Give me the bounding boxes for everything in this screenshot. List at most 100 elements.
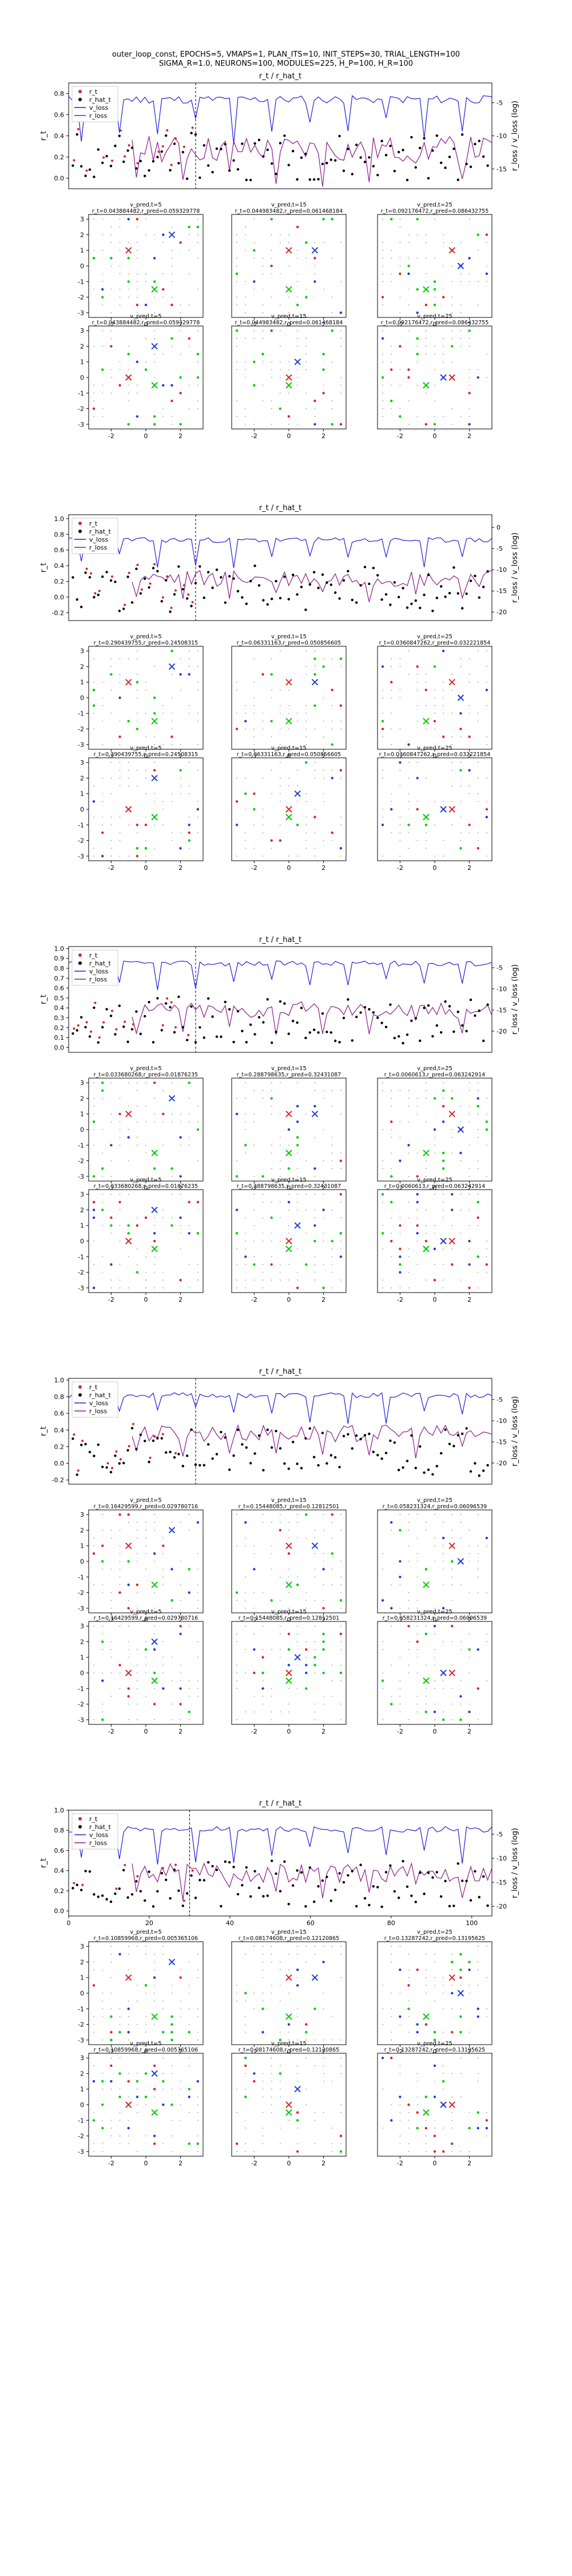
grid-dot (434, 689, 435, 691)
grid-dot (279, 2081, 281, 2082)
r-hat-point (292, 149, 295, 153)
grid-dot (468, 1194, 470, 1195)
grid-dot (305, 1263, 308, 1266)
grid-dot (399, 2024, 401, 2025)
r-hat-point (245, 1446, 248, 1449)
grid-dot (390, 1200, 393, 1204)
grid-dot (468, 218, 470, 220)
r-hat-point (271, 1859, 273, 1862)
grid-dot (287, 1664, 291, 1667)
grid-dot (459, 728, 462, 730)
position-marker (457, 694, 464, 701)
grid-dot (136, 384, 138, 386)
grid-dot (390, 1521, 393, 1524)
grid-dot (92, 1286, 96, 1290)
r-hat-point (321, 162, 324, 165)
y-tick-label: 0.2 (54, 154, 65, 161)
grid-dot (236, 1600, 237, 1601)
grid-dot (305, 1113, 307, 1115)
grid-dot (425, 1233, 427, 1234)
grid-dot (162, 1112, 165, 1115)
r-hat-point (486, 1003, 489, 1006)
grid-dot (127, 1695, 130, 1698)
x-tick-label: 0 (67, 1919, 71, 1927)
grid-dot (399, 1159, 402, 1162)
r-hat-point (241, 1029, 244, 1032)
grid-dot (236, 257, 237, 259)
grid-dot (443, 2032, 444, 2033)
grid-dot (399, 824, 401, 826)
grid-dot (145, 713, 146, 714)
grid-dot (468, 1286, 471, 1290)
grid-dot (451, 408, 453, 410)
grid-dot (162, 2057, 164, 2059)
r-hat-point (304, 1437, 307, 1440)
grid-dot (279, 785, 281, 786)
grid-dot (171, 721, 173, 722)
grid-dot (323, 769, 324, 771)
r-hat-point (380, 140, 383, 142)
r-hat-point (253, 142, 256, 145)
grid-dot (145, 793, 146, 794)
subplot-title: r_t=0.290439755,r_pred=0.24508315 (94, 752, 198, 758)
r-hat-point (296, 1462, 299, 1465)
chart-title: r_t / r_hat_t (259, 504, 301, 512)
grid-dot (287, 1552, 291, 1555)
grid-dot (391, 345, 392, 347)
grid-dot (197, 1121, 198, 1123)
grid-dot (145, 816, 146, 818)
grid-dot (339, 1599, 343, 1602)
r-hat-point (372, 566, 375, 570)
grid-dot (434, 353, 435, 355)
grid-dot (486, 736, 487, 738)
grid-y-tick-label: 3 (80, 1943, 84, 1950)
grid-dot (425, 1225, 427, 1226)
grid-dot (391, 257, 392, 259)
grid-x-tick-label: 2 (178, 2048, 182, 2056)
grid-dot (297, 1946, 299, 1947)
grid-dot (340, 2143, 341, 2145)
position-marker (151, 2070, 158, 2077)
grid-dot (323, 1553, 324, 1555)
grid-dot (102, 2073, 104, 2074)
r-hat-point (122, 1025, 125, 1028)
grid-dot (188, 839, 190, 842)
grid-dot (128, 777, 129, 779)
grid-dot (128, 785, 129, 786)
grid-dot (331, 423, 333, 426)
r-hat-point (160, 150, 163, 153)
grid-dot (102, 721, 104, 722)
grid-dot (153, 769, 156, 772)
grid-dot (399, 1584, 401, 1585)
position-marker (423, 381, 430, 389)
grid-dot (451, 312, 453, 313)
grid-dot (451, 1560, 454, 1563)
grid-dot (390, 1239, 393, 1243)
legend-label: r_t (89, 1815, 98, 1823)
grid-dot (271, 2104, 272, 2105)
grid-dot (382, 281, 383, 283)
grid-dot (279, 1529, 282, 1532)
grid-dot (340, 1607, 341, 1609)
grid-dot (253, 330, 255, 332)
grid-dot (154, 848, 156, 849)
position-marker (151, 1245, 158, 1253)
grid-dot (468, 793, 470, 794)
grid-dot (297, 1576, 299, 1578)
grid-dot (451, 1090, 453, 1091)
r-hat-point (101, 1465, 104, 1469)
r-hat-point (384, 593, 388, 596)
r-hat-point (262, 1895, 265, 1898)
grid-dot (433, 2038, 436, 2042)
grid-dot (305, 705, 307, 706)
grid-dot (477, 2057, 479, 2059)
grid-dot (253, 1553, 255, 1555)
grid-dot (262, 1271, 264, 1273)
r-hat-point (249, 178, 252, 181)
r-t-point (73, 1882, 76, 1885)
grid-dot (451, 1263, 454, 1266)
grid-y-tick-label: 0 (80, 1238, 84, 1245)
r-hat-point (292, 1884, 295, 1887)
grid-dot (154, 377, 156, 378)
grid-dot (136, 226, 138, 228)
